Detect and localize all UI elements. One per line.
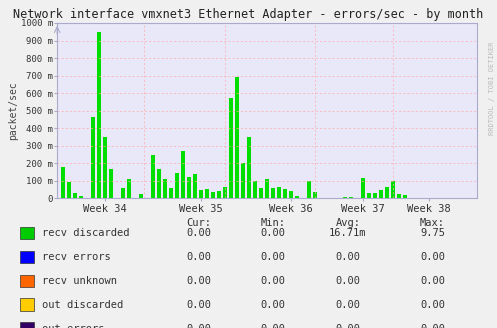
Text: 0.00: 0.00 [186,252,211,262]
Bar [103,137,107,198]
Text: 0.00: 0.00 [261,276,286,286]
Bar [61,167,65,198]
Text: 0.00: 0.00 [420,324,445,328]
Bar [247,137,251,198]
Bar [175,173,179,198]
Bar [217,192,221,198]
Text: 0.00: 0.00 [420,300,445,310]
Bar [223,187,227,198]
Bar [343,197,347,198]
Text: 0.00: 0.00 [335,276,360,286]
Bar [349,197,353,198]
Text: 16.71m: 16.71m [329,228,367,238]
Bar [97,32,101,198]
Text: 0.00: 0.00 [420,276,445,286]
Bar [67,182,71,198]
Text: out discarded: out discarded [42,300,123,310]
Bar [229,98,233,198]
Bar [379,190,383,198]
Bar [211,192,215,198]
Bar [169,188,173,198]
Text: 0.00: 0.00 [186,228,211,238]
Text: 0.00: 0.00 [186,300,211,310]
Bar [235,77,239,198]
Text: 0.00: 0.00 [261,300,286,310]
Bar [73,193,77,198]
Text: 0.00: 0.00 [335,300,360,310]
Bar [295,196,299,198]
Bar [391,181,395,198]
Bar [409,197,413,198]
Text: Max:: Max: [420,218,445,228]
Text: out errors: out errors [42,324,105,328]
Bar [397,194,401,198]
Bar [439,197,443,198]
Text: Min:: Min: [261,218,286,228]
Bar [127,179,131,198]
Text: Cur:: Cur: [186,218,211,228]
Text: recv unknown: recv unknown [42,276,117,286]
Bar [79,196,83,198]
Bar [241,163,245,198]
Bar [403,195,407,198]
Bar [367,193,371,198]
Bar [265,179,269,198]
Text: 0.00: 0.00 [420,252,445,262]
Bar [259,188,263,198]
Bar [277,187,281,198]
Bar [307,181,311,198]
Bar [121,188,125,198]
Bar [283,189,287,198]
Bar [91,117,95,198]
Text: 9.75: 9.75 [420,228,445,238]
Bar [157,169,161,198]
Bar [139,194,143,198]
Y-axis label: packet/sec: packet/sec [8,81,18,140]
Bar [193,174,197,198]
Bar [325,197,329,198]
Bar [361,178,365,198]
Text: 0.00: 0.00 [261,252,286,262]
Text: 0.00: 0.00 [261,324,286,328]
Text: Avg:: Avg: [335,218,360,228]
Text: recv discarded: recv discarded [42,228,130,238]
Text: 0.00: 0.00 [335,252,360,262]
Bar [253,181,257,198]
Bar [199,190,203,198]
Bar [271,188,275,198]
Text: recv errors: recv errors [42,252,111,262]
Bar [385,187,389,198]
Bar [109,170,113,198]
Text: 0.00: 0.00 [186,324,211,328]
Bar [187,177,191,198]
Bar [151,155,155,198]
Text: Network interface vmxnet3 Ethernet Adapter - errors/sec - by month: Network interface vmxnet3 Ethernet Adapt… [13,8,484,21]
Bar [289,192,293,198]
Bar [205,189,209,198]
Text: 0.00: 0.00 [186,276,211,286]
Bar [313,192,317,198]
Text: 0.00: 0.00 [261,228,286,238]
Text: 0.00: 0.00 [335,324,360,328]
Bar [331,197,335,198]
Bar [163,179,167,198]
Bar [181,151,185,198]
Text: RRDTOOL / TOBI OETIKER: RRDTOOL / TOBI OETIKER [489,42,495,135]
Bar [373,193,377,198]
